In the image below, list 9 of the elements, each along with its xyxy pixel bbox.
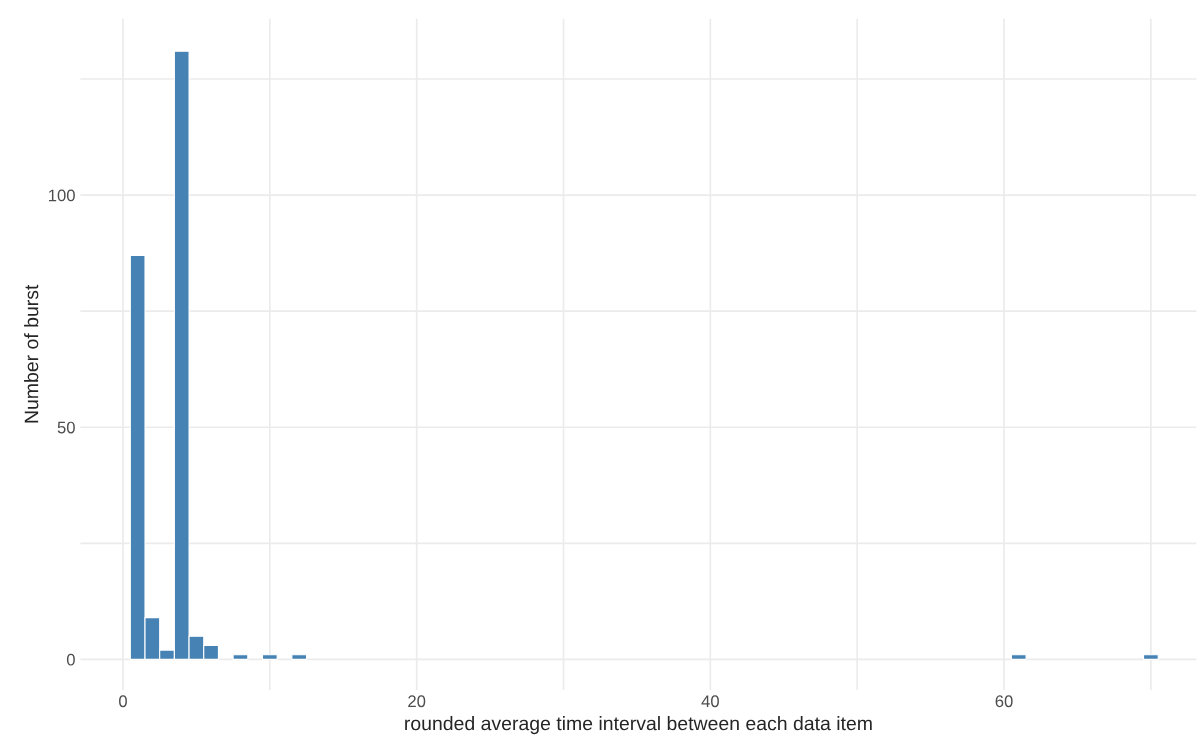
- y-tick-label: 50: [57, 421, 75, 434]
- x-tick-label: 40: [701, 695, 719, 708]
- y-tick-label: 100: [49, 189, 75, 202]
- x-tick-label: 0: [119, 695, 127, 708]
- x-tick-label: 20: [408, 695, 426, 708]
- y-axis-title: Number of burst: [24, 284, 39, 423]
- y-tick-label: 0: [66, 653, 75, 666]
- x-axis-title: rounded average time interval between each data item: [405, 716, 872, 735]
- x-tick-label: 60: [995, 695, 1013, 708]
